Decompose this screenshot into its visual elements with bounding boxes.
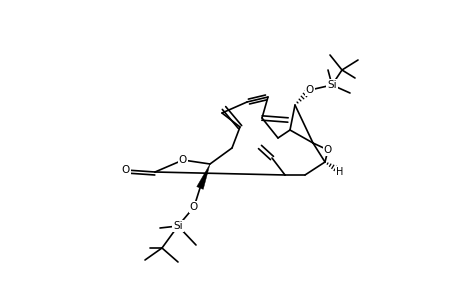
Polygon shape [196,164,210,189]
Text: O: O [179,155,187,165]
Text: Si: Si [326,80,336,90]
Text: O: O [323,145,331,155]
Text: O: O [190,202,198,212]
Text: O: O [122,165,130,175]
Text: H: H [336,167,343,177]
Text: Si: Si [173,221,182,231]
Text: O: O [305,85,313,95]
